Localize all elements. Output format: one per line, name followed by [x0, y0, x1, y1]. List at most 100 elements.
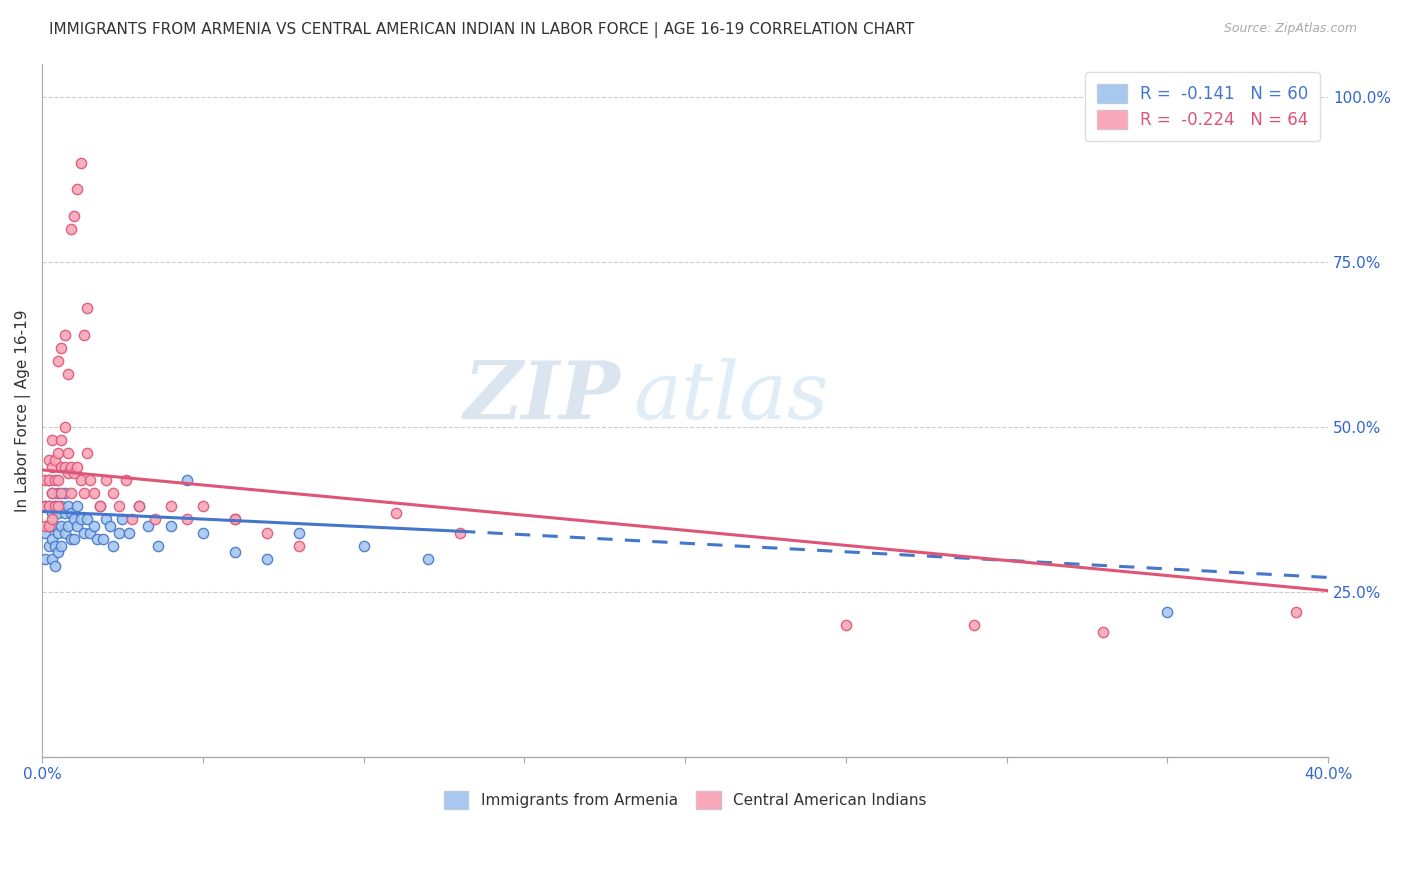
Point	[76, 301, 98, 316]
Point	[44, 539, 66, 553]
Point	[66, 459, 89, 474]
Point	[44, 473, 66, 487]
Point	[41, 433, 63, 447]
Point	[44, 499, 66, 513]
Point	[176, 512, 198, 526]
Point	[51, 486, 73, 500]
Point	[46, 506, 69, 520]
Point	[89, 499, 111, 513]
Point	[56, 466, 79, 480]
Point	[63, 466, 86, 480]
Point	[53, 486, 76, 500]
Point	[46, 446, 69, 460]
Point	[79, 525, 101, 540]
Point	[51, 539, 73, 553]
Point	[69, 512, 91, 526]
Point	[51, 499, 73, 513]
Point	[51, 433, 73, 447]
Point	[73, 327, 96, 342]
Point	[159, 519, 181, 533]
Point	[76, 446, 98, 460]
Point	[44, 519, 66, 533]
Point	[128, 499, 150, 513]
Point	[86, 532, 108, 546]
Y-axis label: In Labor Force | Age 16-19: In Labor Force | Age 16-19	[15, 310, 31, 512]
Point	[46, 545, 69, 559]
Point	[66, 182, 89, 196]
Point	[56, 446, 79, 460]
Point	[256, 552, 278, 566]
Point	[38, 473, 60, 487]
Point	[41, 519, 63, 533]
Point	[73, 525, 96, 540]
Point	[60, 486, 83, 500]
Point	[38, 499, 60, 513]
Point	[101, 539, 124, 553]
Point	[34, 473, 56, 487]
Point	[121, 512, 143, 526]
Point	[60, 222, 83, 236]
Point	[83, 486, 105, 500]
Point	[56, 499, 79, 513]
Point	[41, 532, 63, 546]
Point	[53, 506, 76, 520]
Point	[56, 368, 79, 382]
Point	[38, 519, 60, 533]
Legend: Immigrants from Armenia, Central American Indians: Immigrants from Armenia, Central America…	[437, 785, 932, 815]
Point	[41, 552, 63, 566]
Point	[41, 486, 63, 500]
Point	[256, 525, 278, 540]
Point	[159, 499, 181, 513]
Point	[96, 512, 118, 526]
Point	[76, 512, 98, 526]
Point	[101, 486, 124, 500]
Point	[63, 209, 86, 223]
Point	[60, 532, 83, 546]
Text: atlas: atlas	[634, 358, 830, 435]
Point	[46, 486, 69, 500]
Point	[73, 486, 96, 500]
Point	[51, 519, 73, 533]
Point	[146, 539, 169, 553]
Point	[38, 539, 60, 553]
Point	[91, 532, 114, 546]
Point	[69, 473, 91, 487]
Point	[69, 156, 91, 170]
Point	[51, 341, 73, 355]
Text: Source: ZipAtlas.com: Source: ZipAtlas.com	[1223, 22, 1357, 36]
Point	[46, 354, 69, 368]
Point	[44, 558, 66, 573]
Point	[449, 525, 471, 540]
Text: IMMIGRANTS FROM ARMENIA VS CENTRAL AMERICAN INDIAN IN LABOR FORCE | AGE 16-19 CO: IMMIGRANTS FROM ARMENIA VS CENTRAL AMERI…	[49, 22, 914, 38]
Point	[46, 473, 69, 487]
Point	[44, 453, 66, 467]
Point	[963, 618, 986, 632]
Point	[38, 453, 60, 467]
Point	[41, 459, 63, 474]
Point	[53, 459, 76, 474]
Point	[44, 499, 66, 513]
Point	[224, 545, 246, 559]
Point	[108, 499, 131, 513]
Point	[98, 519, 121, 533]
Point	[41, 486, 63, 500]
Point	[34, 552, 56, 566]
Point	[114, 473, 136, 487]
Point	[38, 473, 60, 487]
Point	[34, 499, 56, 513]
Point	[176, 473, 198, 487]
Point	[34, 525, 56, 540]
Point	[34, 519, 56, 533]
Point	[136, 519, 159, 533]
Point	[51, 459, 73, 474]
Point	[41, 512, 63, 526]
Point	[63, 512, 86, 526]
Point	[288, 539, 311, 553]
Point	[1285, 605, 1308, 619]
Point	[38, 499, 60, 513]
Point	[416, 552, 439, 566]
Point	[1156, 605, 1178, 619]
Point	[46, 499, 69, 513]
Point	[89, 499, 111, 513]
Point	[118, 525, 141, 540]
